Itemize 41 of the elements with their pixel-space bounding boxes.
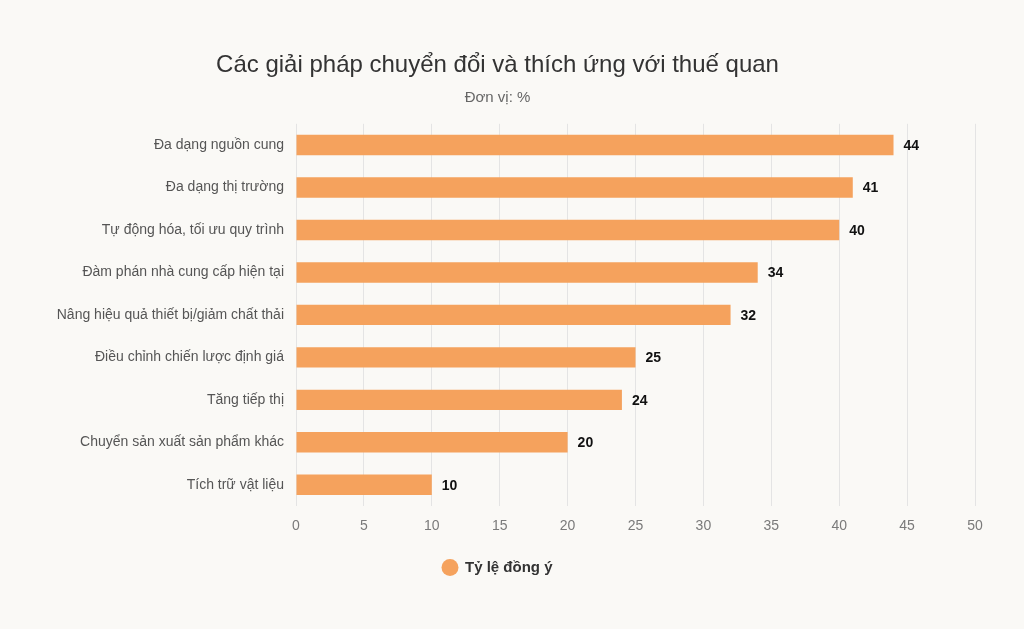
y-tick-label: Đàm phán nhà cung cấp hiện tại (82, 263, 284, 280)
x-tick-label: 45 (899, 517, 916, 534)
x-tick-label: 40 (831, 517, 848, 534)
data-label: 10 (441, 476, 458, 493)
bar (296, 474, 432, 495)
data-label: 24 (631, 391, 648, 408)
bar (296, 347, 636, 368)
bar (296, 134, 894, 156)
x-tick-label: 15 (491, 517, 508, 534)
x-tick-label: 50 (967, 517, 983, 534)
y-tick-label: Nâng hiệu quả thiết bị/giảm chất thải (56, 305, 284, 322)
x-tick-label: 0 (292, 517, 301, 534)
bar (296, 262, 758, 283)
y-tick-label: Tích trữ vật liệu (186, 475, 284, 492)
bar (296, 304, 731, 326)
y-tick-label: Điều chỉnh chiến lược định giá (95, 348, 285, 365)
data-label: 25 (645, 349, 662, 366)
bar (296, 219, 840, 241)
chart-title: Các giải pháp chuyển đổi và thích ứng với thuế quan (216, 50, 779, 78)
data-label: 40 (849, 221, 865, 238)
x-tick-label: 20 (559, 517, 576, 534)
bar (296, 389, 622, 411)
x-tick-label: 5 (360, 517, 368, 534)
data-label: 41 (862, 179, 879, 196)
chart-subtitle: Đơn vị: % (464, 87, 531, 105)
y-tick-label: Đa dạng nguồn cung (154, 135, 284, 152)
y-tick-label: Chuyển sản xuất sản phẩm khác (80, 433, 284, 450)
y-tick-label: Tăng tiếp thị (206, 390, 284, 407)
data-label: 32 (740, 306, 757, 323)
y-tick-label: Đa dạng thị trường (165, 178, 284, 195)
data-label: 34 (767, 264, 784, 281)
x-tick-label: 25 (627, 517, 644, 534)
x-tick-label: 35 (763, 517, 780, 534)
legend-label: Tỷ lệ đồng ý (465, 557, 554, 575)
y-tick-label: Tự động hóa, tối ưu quy trình (101, 220, 284, 237)
bar (296, 177, 853, 198)
bar (296, 432, 568, 453)
x-tick-label: 30 (695, 517, 712, 534)
x-tick-label: 10 (424, 517, 440, 534)
data-label: 20 (577, 434, 594, 451)
data-label: 44 (903, 136, 920, 153)
